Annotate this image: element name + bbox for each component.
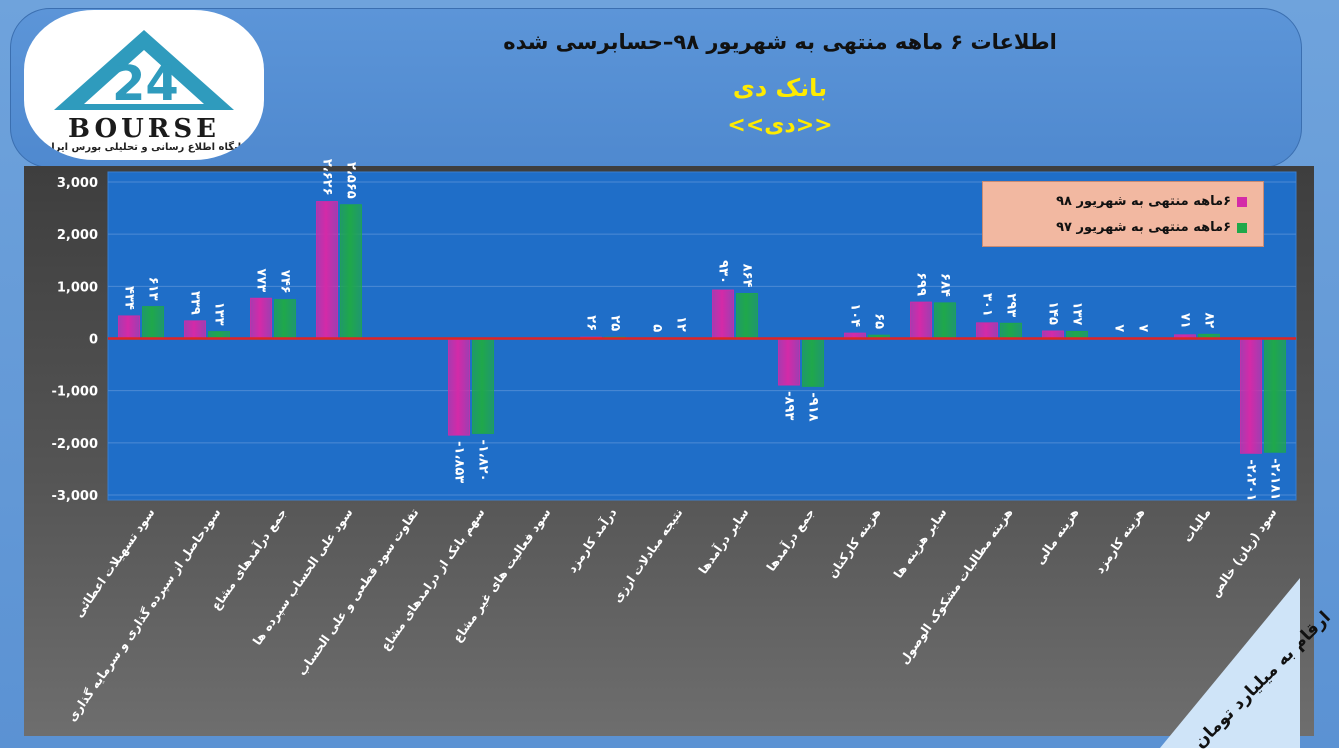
bar-97-0 [142, 306, 164, 339]
y-tick-label: -2,000 [51, 437, 98, 452]
x-tick-label: هزینه مالی [1033, 506, 1082, 567]
value-label: ۶۱۳ [146, 277, 161, 301]
value-label: ۳۰۱ [980, 293, 995, 317]
value-label: ۶۸۴ [938, 273, 953, 297]
legend-swatch-97 [1237, 222, 1247, 233]
value-label: ۹۳۰ [716, 260, 731, 284]
bar-98-17 [1240, 338, 1262, 454]
bar-98-9 [712, 289, 734, 339]
value-label: ۶۹۹ [914, 272, 929, 296]
bar-97-12 [934, 302, 956, 339]
ticker-symbol: <<دی>> [727, 113, 833, 138]
legend-label-98: ۶ماهه منتهی به شهریور ۹۸ [1056, 194, 1231, 209]
bar-98-10 [778, 338, 800, 386]
value-label: ۱۳۳ [212, 302, 227, 326]
x-tick-label: هزینه کارکنان [825, 506, 883, 581]
y-tick-label: -1,000 [51, 385, 98, 400]
value-label: -۸۹۳ [782, 391, 797, 420]
bar-97-10 [802, 338, 824, 387]
x-tick-label: جمع درآمدهای مشاع [208, 505, 290, 613]
x-tick-label: سایر درآمدها [695, 505, 751, 577]
company-name: بانک دی [732, 74, 828, 102]
value-label: -۱،۸۲۰ [476, 439, 491, 481]
x-tick-label: تفاوت سود قطعی و علی الحساب [295, 506, 422, 679]
bar-97-13 [1000, 322, 1022, 339]
legend-swatch-98 [1237, 196, 1247, 207]
legend-item-97: ۶ماهه منتهی به شهریور ۹۷ [1056, 220, 1247, 235]
x-tick-label: سایر هزینه ها [891, 506, 949, 581]
x-tick-label: هزینه مطالبات مشکوک الوصول [897, 506, 1016, 668]
value-label: ۱۰۴ [848, 303, 863, 327]
logo-text: BOURSE [68, 114, 220, 144]
bar-98-5 [448, 338, 470, 436]
y-tick-label: -3,000 [51, 489, 98, 504]
value-label: ۸۲ [1202, 312, 1217, 328]
value-label: ۲۹۳ [1004, 293, 1019, 317]
logo-subtitle: پایگاه اطلاع رسانی و تحلیلی بورس ایران [42, 142, 246, 153]
bar-97-17 [1264, 338, 1286, 453]
bar-98-13 [976, 322, 998, 339]
x-tick-label: سودحاصل از سپرده گذاری و سرمایه گذاری [65, 506, 225, 725]
value-label: ۲،۵۶۵ [344, 162, 359, 199]
value-label: ۱۴۵ [1046, 301, 1061, 325]
y-tick-label: 0 [89, 333, 98, 348]
x-tick-label: نتیجه مبادلات ارزی [610, 506, 685, 605]
bourse-logo: 24 BOURSE پایگاه اطلاع رسانی و تحلیلی بو… [24, 10, 264, 160]
logo-mark-icon: 24 [54, 30, 234, 112]
value-label: -۹۱۸ [806, 392, 821, 421]
bar-98-0 [118, 315, 140, 339]
legend-item-98: ۶ماهه منتهی به شهریور ۹۸ [1056, 194, 1247, 209]
x-tick-label: جمع درآمدها [763, 505, 817, 574]
bars-group [118, 201, 1286, 454]
value-label: -۱،۸۵۳ [452, 441, 467, 483]
value-label: -۲،۲۰۱ [1244, 459, 1259, 501]
y-axis-labels: 3,000 2,000 1,000 0 -1,000 -2,000 -3,000 [51, 176, 98, 504]
bar-98-3 [316, 201, 338, 339]
value-label: ۶۵ [872, 313, 887, 329]
value-label: -۲،۱۸۱ [1268, 458, 1283, 500]
x-tick-label: سود (زیان) خالص [1208, 506, 1281, 601]
value-label: ۲۵ [608, 315, 623, 331]
svg-text:24: 24 [112, 56, 179, 112]
x-tick-label: مالیات [1180, 506, 1213, 545]
value-label: ۲،۶۲۶ [320, 159, 335, 196]
bar-98-2 [250, 297, 272, 339]
value-label: ۸۶۴ [740, 264, 755, 288]
value-label: ۷۱ [1178, 313, 1193, 329]
value-label: ۱۳۷ [1070, 302, 1085, 326]
value-label: ۵ [650, 324, 665, 332]
value-label: ۷۴۶ [278, 270, 293, 294]
legend-label-97: ۶ماهه منتهی به شهریور ۹۷ [1056, 220, 1231, 235]
bar-97-5 [472, 338, 494, 434]
bar-98-12 [910, 301, 932, 339]
y-tick-label: 3,000 [57, 176, 98, 191]
y-tick-label: 1,000 [57, 280, 98, 295]
chart-title: اطلاعات ۶ ماهه منتهی به شهریور ۹۸–حسابرس… [503, 30, 1057, 54]
value-label: ۳۳۹ [188, 291, 203, 315]
x-tick-label: درآمد کارمزد [564, 505, 619, 575]
value-label: ۴۳۴ [122, 286, 137, 310]
bar-97-9 [736, 293, 758, 339]
value-label: ۷ [1112, 324, 1127, 332]
unit-corner [1160, 578, 1300, 748]
value-label: ۱۲ [674, 316, 689, 332]
legend: ۶ماهه منتهی به شهریور ۹۸ ۶ماهه منتهی به … [982, 181, 1264, 247]
value-label: ۲۶ [584, 315, 599, 331]
value-labels: ۴۳۴ ۶۱۳ ۳۳۹ ۱۳۳ ۷۷۳ ۷۴۶ ۲،۶۲۶ ۲،۵۶۵ -۱،۸۵۳ -۱،۸۲۰… [122, 159, 1283, 502]
bar-97-3 [340, 204, 362, 339]
y-tick-label: 2,000 [57, 228, 98, 243]
value-label: ۷۷۳ [254, 268, 269, 292]
bar-98-1 [184, 320, 206, 339]
bar-97-2 [274, 299, 296, 339]
x-tick-label: هزینه کارمزد [1092, 506, 1147, 576]
value-label: ۷ [1136, 324, 1151, 332]
